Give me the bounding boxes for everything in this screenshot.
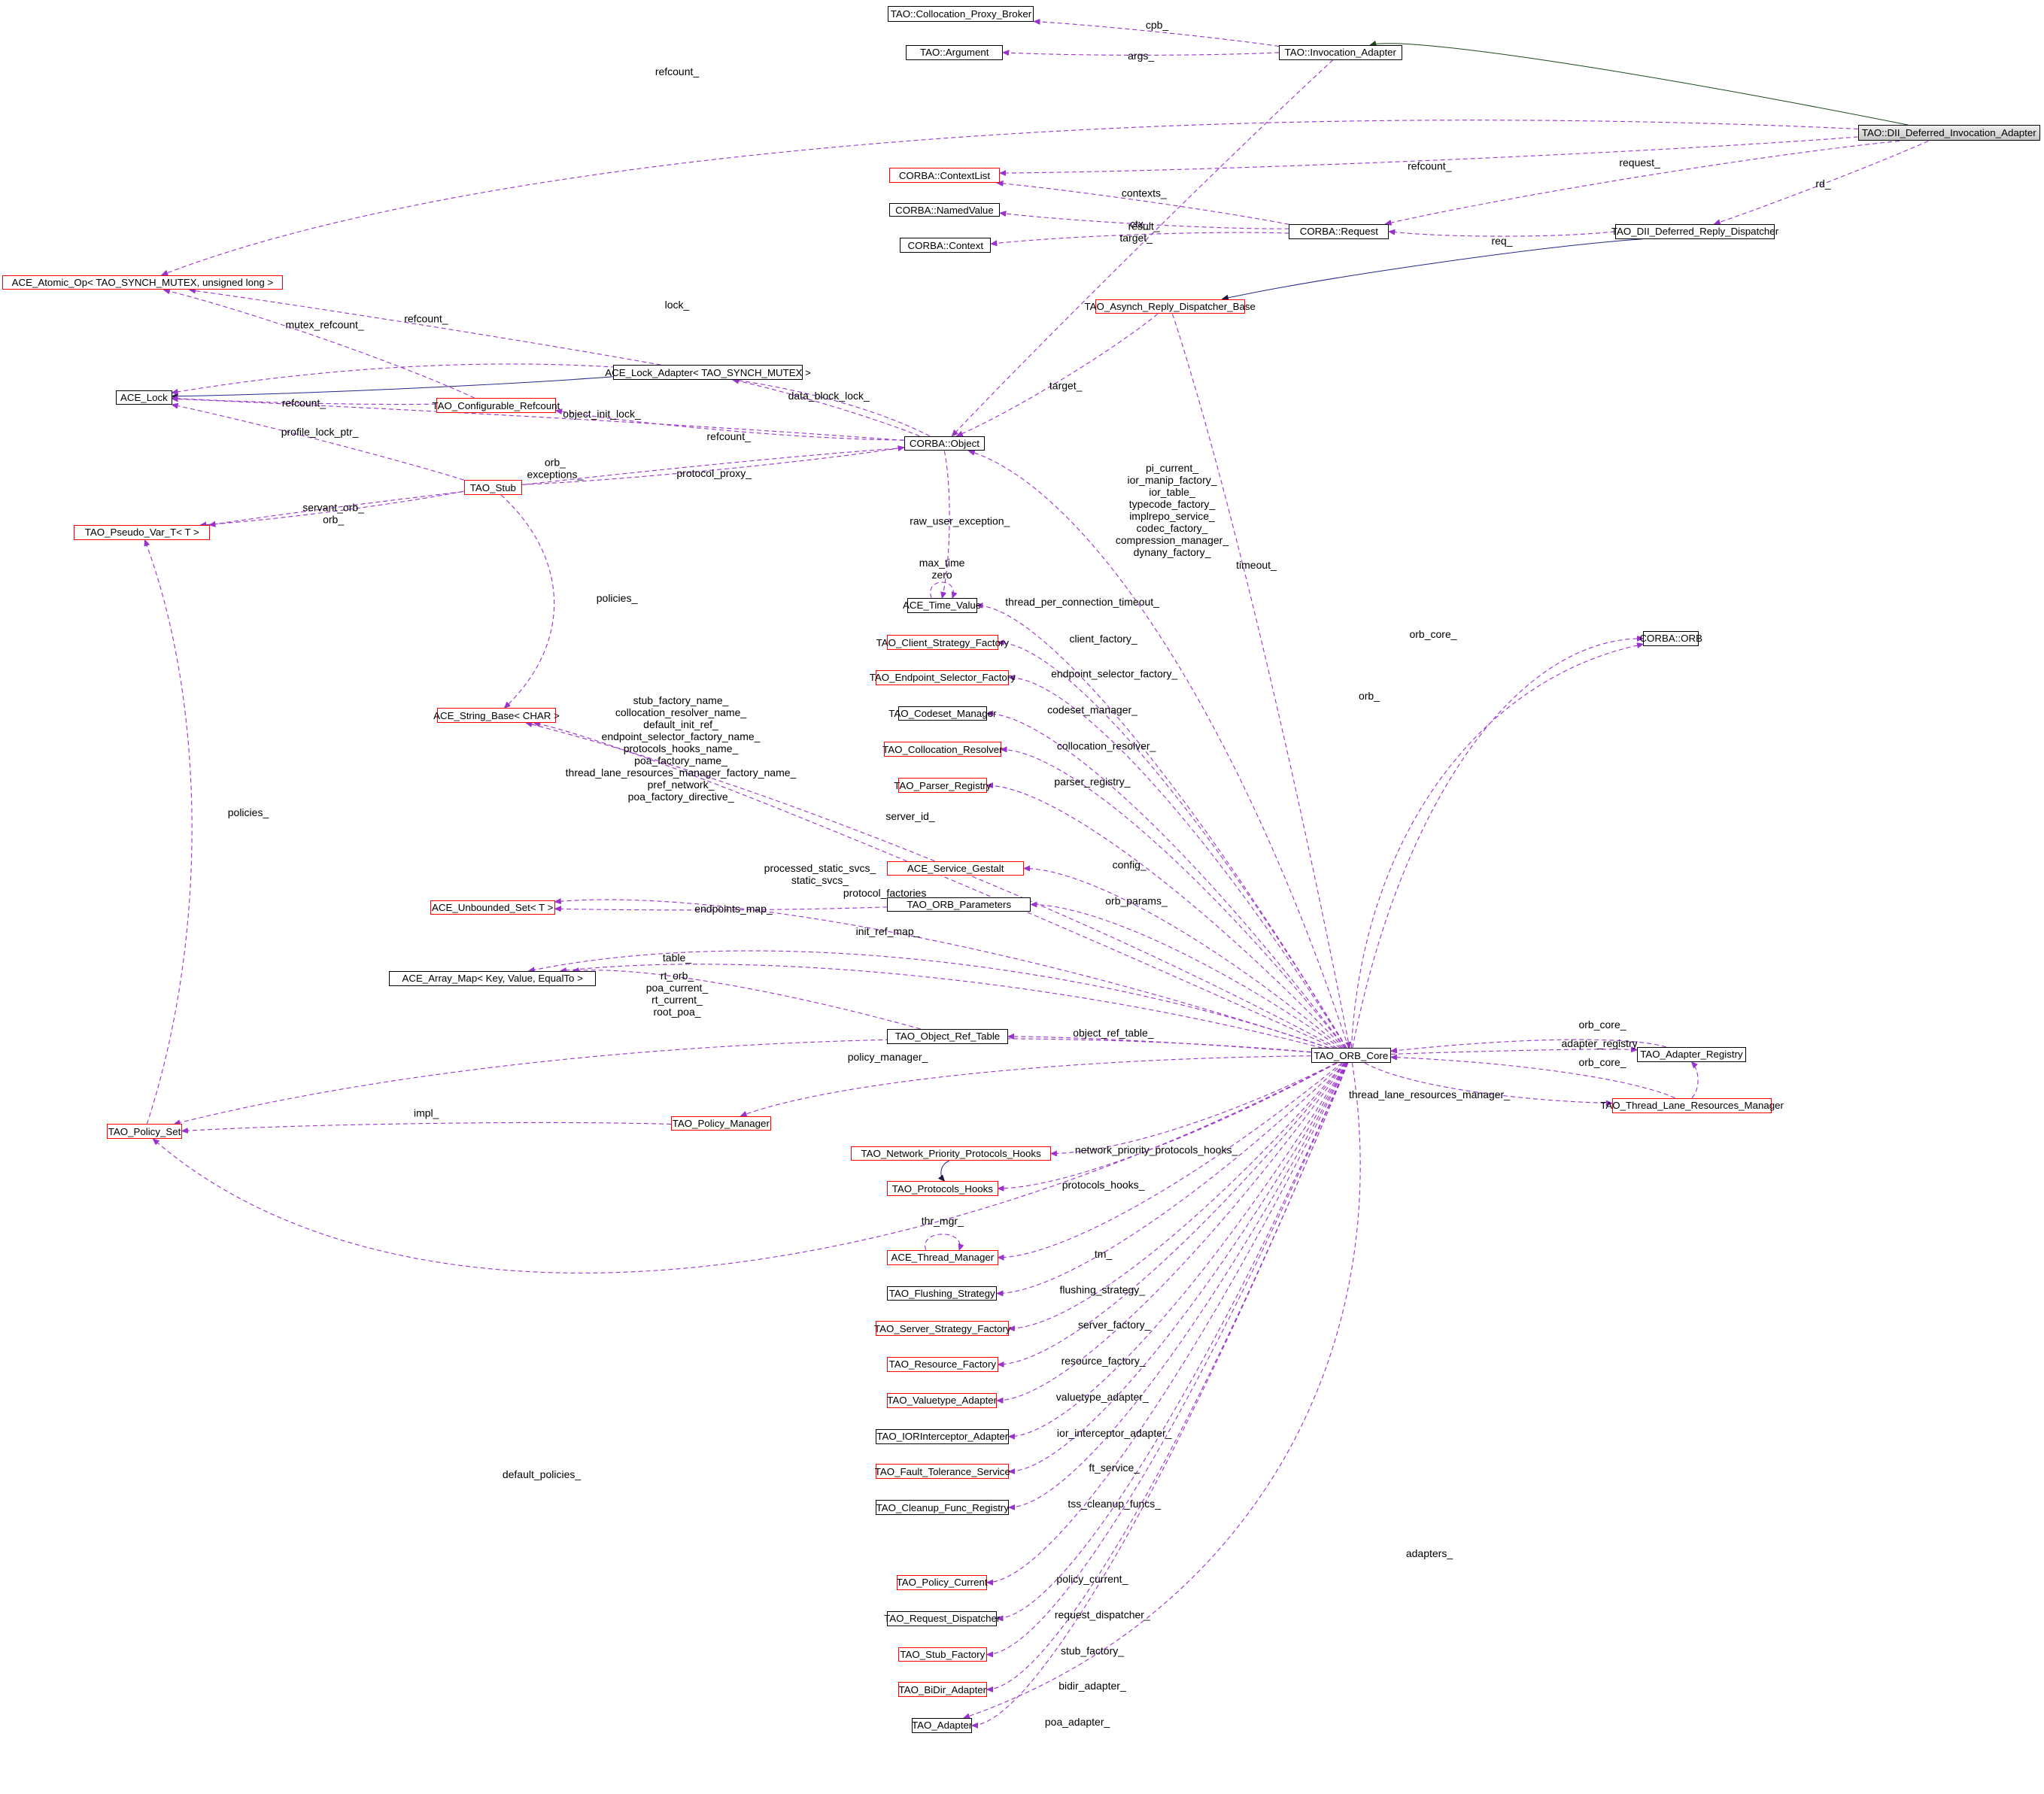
svg-text:object_init_lock_: object_init_lock_ bbox=[563, 408, 641, 420]
svg-text:request_: request_ bbox=[1619, 156, 1660, 168]
svg-text:implrepo_service_: implrepo_service_ bbox=[1129, 510, 1215, 522]
svg-text:tm_: tm_ bbox=[1095, 1248, 1113, 1260]
svg-text:orb_: orb_ bbox=[323, 513, 344, 525]
svg-text:pi_current_: pi_current_ bbox=[1146, 462, 1198, 474]
svg-text:client_factory_: client_factory_ bbox=[1069, 633, 1137, 645]
svg-text:thread_per_connection_timeout_: thread_per_connection_timeout_ bbox=[1005, 596, 1159, 608]
svg-text:resource_factory_: resource_factory_ bbox=[1061, 1355, 1146, 1367]
svg-text:refcount_: refcount_ bbox=[1408, 160, 1452, 172]
svg-text:ior_interceptor_adapter_: ior_interceptor_adapter_ bbox=[1057, 1427, 1172, 1439]
svg-text:default_policies_: default_policies_ bbox=[503, 1468, 582, 1480]
svg-text:rt_orb_: rt_orb_ bbox=[661, 970, 694, 982]
svg-text:impl_: impl_ bbox=[414, 1107, 439, 1119]
svg-text:network_priority_protocols_hoo: network_priority_protocols_hooks_ bbox=[1075, 1144, 1238, 1156]
svg-text:profile_lock_ptr_: profile_lock_ptr_ bbox=[281, 426, 359, 438]
svg-text:codec_factory_: codec_factory_ bbox=[1137, 522, 1208, 534]
svg-text:orb_core_: orb_core_ bbox=[1578, 1056, 1626, 1068]
svg-text:bidir_adapter_: bidir_adapter_ bbox=[1058, 1680, 1126, 1692]
svg-text:collocation_resolver_name_: collocation_resolver_name_ bbox=[615, 706, 747, 718]
svg-text:codeset_manager_: codeset_manager_ bbox=[1047, 704, 1137, 716]
svg-text:parser_registry_: parser_registry_ bbox=[1054, 776, 1130, 788]
svg-text:dynany_factory_: dynany_factory_ bbox=[1134, 546, 1211, 558]
svg-text:typecode_factory_: typecode_factory_ bbox=[1129, 498, 1216, 510]
svg-text:orb_: orb_ bbox=[1359, 690, 1380, 702]
svg-text:exceptions_: exceptions_ bbox=[527, 468, 584, 480]
svg-text:args_: args_ bbox=[1128, 50, 1154, 62]
svg-text:default_init_ref_: default_init_ref_ bbox=[643, 718, 718, 730]
svg-text:max_time: max_time bbox=[919, 557, 965, 569]
svg-text:orb_core_: orb_core_ bbox=[1409, 628, 1456, 640]
svg-text:adapters_: adapters_ bbox=[1406, 1547, 1453, 1559]
svg-text:stub_factory_: stub_factory_ bbox=[1061, 1645, 1124, 1657]
svg-text:compression_manager_: compression_manager_ bbox=[1116, 534, 1229, 546]
svg-text:ior_manip_factory_: ior_manip_factory_ bbox=[1127, 474, 1216, 486]
svg-text:collocation_resolver_: collocation_resolver_ bbox=[1057, 739, 1156, 751]
svg-text:ft_service_: ft_service_ bbox=[1089, 1462, 1140, 1474]
svg-text:poa_adapter_: poa_adapter_ bbox=[1045, 1716, 1110, 1728]
svg-text:init_ref_map_: init_ref_map_ bbox=[856, 925, 920, 937]
svg-text:endpoint_selector_factory_: endpoint_selector_factory_ bbox=[1051, 668, 1177, 680]
svg-text:refcount_: refcount_ bbox=[282, 396, 326, 408]
svg-text:orb_core_: orb_core_ bbox=[1578, 1018, 1626, 1031]
svg-text:thr_mgr_: thr_mgr_ bbox=[922, 1215, 964, 1227]
svg-text:rd_: rd_ bbox=[1815, 178, 1830, 190]
svg-text:static_svcs_: static_svcs_ bbox=[791, 874, 849, 886]
svg-text:ctx_: ctx_ bbox=[1130, 218, 1150, 230]
svg-text:ior_table_: ior_table_ bbox=[1149, 486, 1195, 498]
svg-text:refcount_: refcount_ bbox=[655, 65, 700, 77]
svg-text:endpoint_selector_factory_name: endpoint_selector_factory_name_ bbox=[602, 730, 761, 742]
svg-text:server_id_: server_id_ bbox=[885, 810, 935, 822]
svg-text:policy_manager_: policy_manager_ bbox=[848, 1051, 928, 1063]
svg-text:server_factory_: server_factory_ bbox=[1078, 1319, 1151, 1331]
svg-text:flushing_strategy_: flushing_strategy_ bbox=[1059, 1284, 1145, 1296]
svg-text:pref_network_: pref_network_ bbox=[648, 779, 715, 791]
svg-text:tss_cleanup_funcs_: tss_cleanup_funcs_ bbox=[1068, 1498, 1161, 1510]
svg-text:policies_: policies_ bbox=[597, 592, 638, 604]
svg-text:target_: target_ bbox=[1049, 379, 1083, 391]
svg-text:refcount_: refcount_ bbox=[707, 430, 752, 442]
svg-text:endpoints_map_: endpoints_map_ bbox=[694, 903, 773, 915]
svg-text:timeout_: timeout_ bbox=[1236, 559, 1277, 571]
svg-text:servant_orb_: servant_orb_ bbox=[302, 501, 364, 513]
svg-text:cpb_: cpb_ bbox=[1146, 19, 1169, 31]
svg-text:processed_static_svcs_: processed_static_svcs_ bbox=[764, 862, 876, 874]
svg-text:rt_current_: rt_current_ bbox=[651, 994, 703, 1006]
svg-text:raw_user_exception_: raw_user_exception_ bbox=[910, 515, 1010, 527]
svg-text:thread_lane_resources_manager_: thread_lane_resources_manager_ bbox=[1349, 1088, 1510, 1100]
svg-text:adapter_registry_: adapter_registry_ bbox=[1562, 1037, 1644, 1049]
svg-text:config_: config_ bbox=[1113, 859, 1147, 871]
svg-text:protocol_proxy_: protocol_proxy_ bbox=[676, 467, 752, 479]
svg-text:protocols_hooks_name_: protocols_hooks_name_ bbox=[624, 742, 739, 754]
svg-text:thread_lane_resources_manager_: thread_lane_resources_manager_factory_na… bbox=[566, 766, 797, 779]
svg-text:zero: zero bbox=[931, 569, 952, 581]
svg-text:policy_current_: policy_current_ bbox=[1056, 1573, 1128, 1585]
svg-text:refcount_: refcount_ bbox=[404, 312, 448, 324]
svg-text:protocols_hooks_: protocols_hooks_ bbox=[1062, 1179, 1145, 1191]
svg-text:request_dispatcher_: request_dispatcher_ bbox=[1055, 1609, 1150, 1621]
svg-text:valuetype_adapter_: valuetype_adapter_ bbox=[1056, 1391, 1149, 1403]
svg-text:policies_: policies_ bbox=[228, 806, 269, 818]
svg-text:object_ref_table_: object_ref_table_ bbox=[1073, 1027, 1154, 1039]
svg-text:poa_factory_directive_: poa_factory_directive_ bbox=[628, 791, 734, 803]
svg-text:contexts_: contexts_ bbox=[1122, 187, 1167, 199]
svg-text:orb_: orb_ bbox=[545, 456, 566, 468]
svg-text:root_poa_: root_poa_ bbox=[653, 1006, 700, 1018]
svg-text:orb_params_: orb_params_ bbox=[1105, 895, 1168, 907]
svg-text:lock_: lock_ bbox=[665, 299, 690, 311]
svg-text:poa_current_: poa_current_ bbox=[646, 982, 709, 994]
svg-text:poa_factory_name_: poa_factory_name_ bbox=[634, 754, 727, 766]
svg-text:table_: table_ bbox=[663, 952, 691, 964]
svg-text:target_: target_ bbox=[1119, 232, 1153, 244]
svg-text:stub_factory_name_: stub_factory_name_ bbox=[633, 694, 729, 706]
svg-text:data_block_lock_: data_block_lock_ bbox=[788, 390, 870, 402]
svg-text:mutex_refcount_: mutex_refcount_ bbox=[285, 319, 363, 331]
svg-text:req_: req_ bbox=[1491, 235, 1512, 247]
